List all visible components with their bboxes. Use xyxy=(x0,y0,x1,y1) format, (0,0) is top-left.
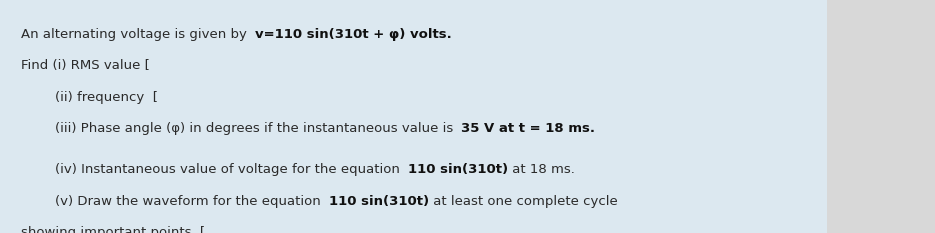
Text: 35 V at t = 18 ms.: 35 V at t = 18 ms. xyxy=(461,122,596,135)
Text: 110 sin(310t): 110 sin(310t) xyxy=(329,195,429,208)
Text: (iv) Instantaneous value of voltage for the equation: (iv) Instantaneous value of voltage for … xyxy=(21,163,408,176)
Text: showing important points. [: showing important points. [ xyxy=(21,226,205,233)
Text: 110 sin(310t): 110 sin(310t) xyxy=(408,163,508,176)
Text: at 18 ms.: at 18 ms. xyxy=(508,163,575,176)
FancyBboxPatch shape xyxy=(0,0,827,233)
Text: (v) Draw the waveform for the equation: (v) Draw the waveform for the equation xyxy=(21,195,329,208)
Text: An alternating voltage is given by: An alternating voltage is given by xyxy=(21,28,255,41)
Text: (iii) Phase angle (φ) in degrees if the instantaneous value is: (iii) Phase angle (φ) in degrees if the … xyxy=(21,122,461,135)
Text: at least one complete cycle: at least one complete cycle xyxy=(429,195,618,208)
Text: (ii) frequency  [: (ii) frequency [ xyxy=(21,91,158,104)
Text: v=110 sin(310t + φ) volts.: v=110 sin(310t + φ) volts. xyxy=(255,28,452,41)
Text: Find (i) RMS value [: Find (i) RMS value [ xyxy=(21,59,150,72)
